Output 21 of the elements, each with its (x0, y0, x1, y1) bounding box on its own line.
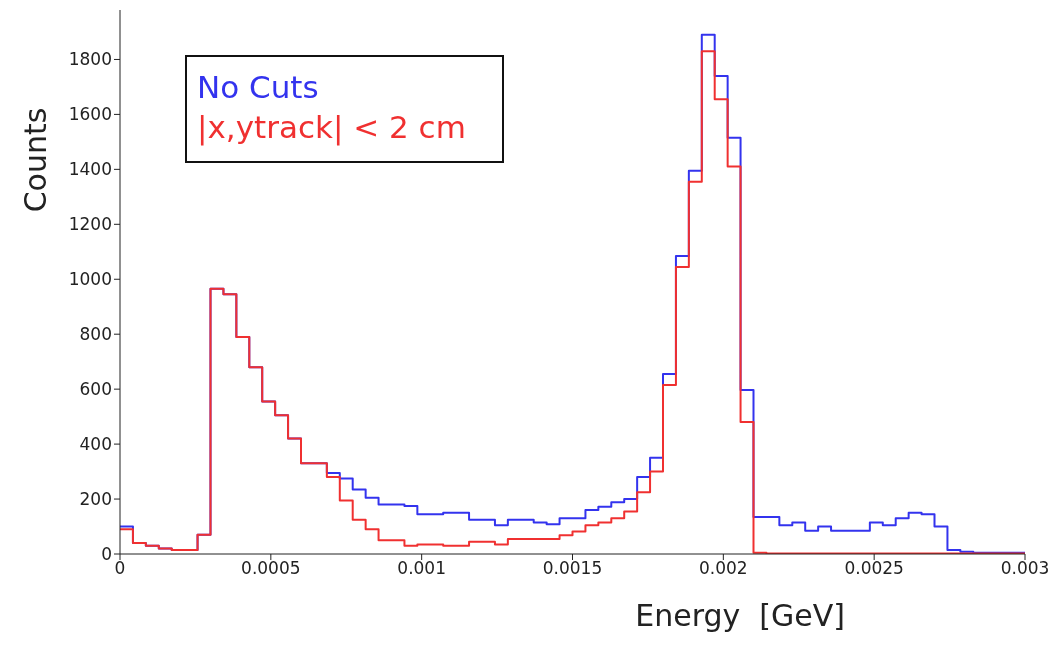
y-tick-label: 1600 (68, 104, 112, 125)
x-tick-label: 0.0005 (241, 558, 301, 579)
x-axis-title: Energy [GeV] (635, 598, 845, 633)
x-tick-label: 0.0015 (542, 558, 603, 579)
x-tick-label: 0.002 (699, 558, 748, 579)
text: |x,ytrack| < 2 cm (197, 108, 466, 147)
x-tick-label: 0.0025 (844, 558, 904, 579)
y-tick-label: 0 (101, 544, 112, 565)
y-tick-label: 1200 (68, 214, 112, 235)
y-tick-label: 200 (79, 489, 112, 510)
y-tick-label: 600 (79, 379, 112, 400)
y-tick-label: 1400 (68, 159, 112, 180)
y-tick-label: 800 (79, 324, 112, 345)
y-axis-title: Counts (18, 107, 53, 213)
text: No Cuts (197, 68, 320, 107)
x-tick-label: 0.003 (1000, 558, 1050, 579)
y-tick-label: 1800 (68, 49, 112, 70)
x-tick-label: 0 (114, 558, 126, 579)
x-tick-label: 0.001 (397, 558, 446, 579)
y-tick-label: 400 (79, 434, 112, 455)
y-tick-label: 1000 (68, 269, 112, 290)
